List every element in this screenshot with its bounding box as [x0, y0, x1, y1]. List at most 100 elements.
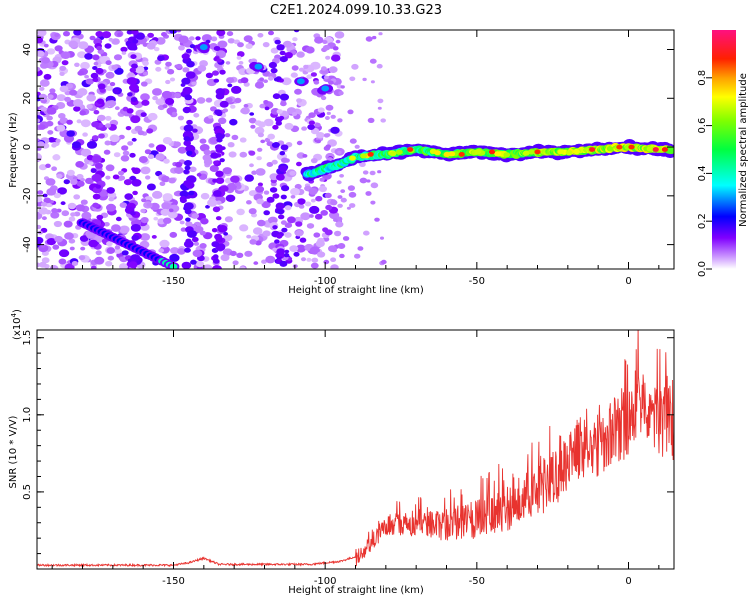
noise-speck [191, 236, 199, 243]
noise-speck [74, 62, 80, 67]
noise-speck [311, 257, 319, 263]
striation-speck [93, 110, 100, 115]
noise-speck [39, 86, 45, 91]
striation-speck [280, 194, 287, 200]
noise-speck [140, 93, 150, 101]
noise-speck [71, 261, 79, 266]
noise-speck [347, 109, 354, 115]
noise-speck [37, 50, 45, 57]
noise-speck [70, 212, 76, 217]
noise-speck [337, 118, 343, 123]
noise-speck [46, 115, 53, 121]
noise-speck [113, 54, 123, 61]
striation-speck [131, 30, 139, 35]
noise-speck [86, 231, 96, 239]
trace-peak [389, 151, 397, 157]
noise-speck [59, 71, 65, 76]
noise-speck [268, 76, 274, 81]
noise-speck [49, 265, 59, 269]
striation-speck [129, 67, 136, 73]
noise-speck [284, 122, 294, 130]
striation-speck [132, 190, 138, 196]
noise-speck [37, 118, 41, 123]
noise-speck [238, 61, 244, 65]
noise-speck [140, 166, 151, 175]
noise-speck [45, 178, 56, 186]
noise-speck [199, 243, 207, 249]
noise-speck [127, 141, 134, 146]
noise-speck [291, 65, 299, 71]
striation-speck [219, 100, 229, 108]
spectrogram-y-label: Frequency (Hz) [8, 112, 19, 188]
noise-speck [113, 247, 122, 254]
noise-speck [248, 208, 257, 215]
noise-speck [309, 214, 314, 218]
noise-speck [131, 137, 137, 142]
striation-speck [280, 144, 289, 151]
noise-speck [103, 222, 110, 227]
noise-speck [121, 51, 127, 55]
striation-speck [270, 67, 278, 74]
noise-speck [229, 250, 237, 257]
noise-speck [140, 217, 149, 224]
noise-speck [153, 47, 160, 52]
noise-speck [106, 203, 116, 212]
noise-speck [60, 201, 66, 206]
noise-speck [169, 77, 176, 82]
noise-speck [249, 163, 254, 168]
noise-speck [357, 246, 364, 251]
striation-speck [186, 60, 195, 68]
striation-speck [216, 137, 223, 143]
noise-speck [68, 40, 78, 48]
noise-speck [155, 66, 162, 72]
striation-speck [179, 195, 187, 202]
noise-speck [217, 40, 228, 49]
trace-peak [395, 149, 403, 155]
striation-speck [124, 193, 133, 200]
noise-speck [43, 73, 52, 80]
snr-x-tick-label: 0 [625, 576, 631, 587]
striation-speck [186, 150, 193, 156]
noise-speck [239, 266, 246, 269]
noise-speck [318, 185, 327, 193]
noise-speck [169, 231, 178, 238]
trace-peak [349, 155, 356, 161]
noise-speck [41, 216, 47, 221]
striation-speck [211, 241, 220, 248]
noise-speck [152, 88, 162, 96]
noise-speck [191, 213, 199, 219]
spectrogram-y-tick-label: -20 [22, 188, 33, 204]
noise-speck [280, 220, 287, 225]
striation-speck [126, 30, 133, 35]
noise-speck [37, 224, 42, 230]
noise-speck [155, 144, 167, 153]
noise-speck [108, 197, 115, 202]
striation-speck [279, 151, 286, 156]
noise-speck [257, 182, 263, 187]
striation-speck [279, 165, 288, 172]
noise-speck [320, 210, 329, 216]
noise-speck [121, 145, 129, 151]
striation-speck [279, 260, 288, 267]
striation-speck [95, 31, 104, 37]
noise-speck [80, 148, 92, 157]
striation-speck [275, 120, 282, 126]
trace-hotspot [367, 152, 374, 157]
noise-speck [337, 150, 342, 155]
noise-speck [335, 39, 341, 44]
upper-blob [199, 44, 208, 51]
trace-mark [666, 147, 674, 155]
noise-speck [255, 185, 265, 193]
noise-speck [146, 183, 156, 191]
spectrogram-x-tick-label: -150 [162, 276, 185, 287]
noise-speck [271, 159, 278, 165]
noise-speck [222, 108, 229, 113]
noise-speck [359, 177, 368, 184]
noise-speck [72, 141, 81, 149]
noise-speck [380, 259, 387, 265]
noise-speck [292, 112, 298, 116]
noise-speck [244, 250, 253, 257]
trace-hotspot [534, 149, 541, 155]
trace-hotspot [652, 147, 659, 152]
noise-speck [56, 173, 63, 179]
